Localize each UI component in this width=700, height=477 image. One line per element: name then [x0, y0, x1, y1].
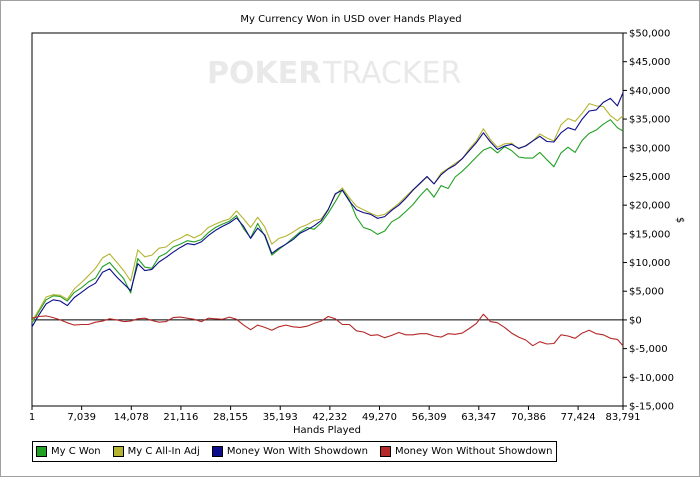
series-line-4 [31, 313, 624, 347]
y-tick-label: $-15,000 [629, 402, 674, 413]
series-line-3 [31, 92, 624, 328]
y-tick-label: $-5,000 [629, 344, 668, 355]
x-axis-label: Hands Played [293, 425, 361, 436]
legend-label: My C All-In Adj [127, 446, 200, 457]
legend-swatch [112, 446, 124, 457]
watermark-poker: POKER [207, 56, 321, 91]
legend-item: Money Won Without Showdown [379, 446, 553, 457]
legend-swatch [211, 446, 223, 457]
legend-label: My C Won [51, 446, 101, 457]
x-tick-label: 83,791 [606, 412, 641, 423]
x-tick-label: 56,309 [412, 412, 447, 423]
x-tick-label: 42,232 [312, 412, 347, 423]
series-line-1 [31, 119, 624, 324]
y-tick-label: $50,000 [629, 29, 670, 40]
x-tick-label: 70,386 [511, 412, 546, 423]
legend-label: Money Won With Showdown [226, 446, 368, 457]
x-tick-label: 77,424 [561, 412, 596, 423]
y-tick-label: $20,000 [629, 201, 670, 212]
x-tick-label: 35,193 [263, 412, 298, 423]
x-tick-label: 28,155 [213, 412, 248, 423]
y-tick-label: $-10,000 [629, 373, 674, 384]
x-tick-label: 7,039 [67, 412, 96, 423]
y-tick-label: $35,000 [629, 115, 670, 126]
x-tick-label: 1 [29, 412, 35, 423]
legend-item: My C All-In Adj [112, 446, 200, 457]
plot-area [31, 32, 624, 407]
x-tick-label: 63,347 [461, 412, 496, 423]
y-tick-label: $25,000 [629, 172, 670, 183]
chart-title: My Currency Won in USD over Hands Played [240, 14, 461, 25]
y-tick-label: $0 [629, 315, 642, 326]
legend-label: Money Won Without Showdown [394, 446, 553, 457]
x-tick-label: 49,270 [362, 412, 397, 423]
legend-item: Money Won With Showdown [211, 446, 368, 457]
x-tick-label: 14,078 [114, 412, 149, 423]
legend-swatch [379, 446, 391, 457]
y-tick-label: $10,000 [629, 258, 670, 269]
legend-item: My C Won [36, 446, 101, 457]
legend-swatch [36, 446, 47, 457]
y-tick-label: $5,000 [629, 287, 664, 298]
y-tick-label: $30,000 [629, 143, 670, 154]
legend: My C Won My C All-In Adj Money Won With Sh… [32, 441, 558, 462]
x-tick-label: 21,116 [163, 412, 198, 423]
x-axis: 1 7,039 14,078 21,116 28,155 35,193 42,232 49,2… [29, 406, 641, 423]
watermark-tracker: TRACKER [322, 56, 461, 91]
series-group [31, 92, 624, 347]
y-tick-label: $15,000 [629, 229, 670, 240]
y-tick-label: $45,000 [629, 57, 670, 68]
y-axis: $50,000 $45,000 $40,000 $35,000 $30,000 $25,0… [623, 29, 674, 413]
y-tick-label: $40,000 [629, 86, 670, 97]
y-axis-label: $ [674, 217, 685, 223]
